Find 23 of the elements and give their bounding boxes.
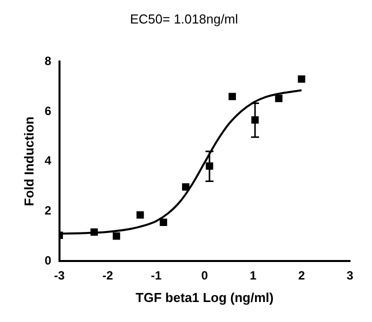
- point: [136, 211, 144, 219]
- point: [275, 94, 282, 102]
- x-tick-label: 2: [298, 268, 306, 283]
- y-tick-label: 0: [44, 253, 52, 268]
- x-tick-label: -1: [150, 268, 162, 283]
- chart-title: EC50= 1.018ng/ml: [130, 11, 238, 26]
- x-tick-label: 3: [346, 268, 354, 283]
- x-tick-label: 1: [250, 268, 257, 283]
- x-tick-label: 0: [201, 268, 208, 283]
- point: [160, 218, 168, 226]
- y-tick-label: 2: [44, 203, 52, 218]
- y-tick-label: 4: [44, 154, 52, 168]
- x-tick-label: -3: [54, 268, 65, 283]
- y-tick-label: 6: [44, 104, 52, 118]
- y-axis-title: Fold Induction: [21, 116, 36, 206]
- point: [298, 75, 306, 83]
- x-axis-title: TGF beta1 Log (ng/ml): [136, 290, 274, 305]
- x-tick-label: -2: [102, 268, 114, 283]
- point: [112, 232, 120, 240]
- point: [182, 183, 190, 191]
- y-tick-label: 8: [44, 54, 52, 68]
- point: [90, 228, 98, 236]
- point: [228, 92, 236, 100]
